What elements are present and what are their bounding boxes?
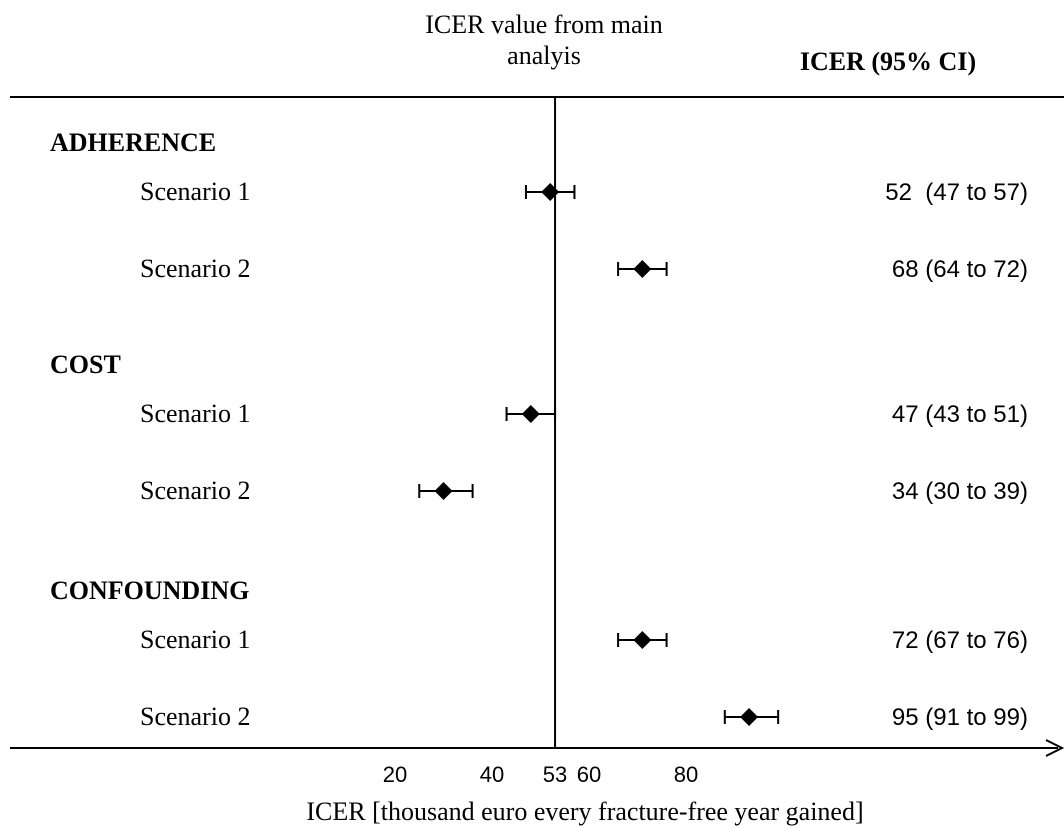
x-tick-label: 20 [383, 762, 407, 787]
scenario-label: Scenario 2 [140, 702, 250, 731]
point-estimate-marker [633, 631, 652, 649]
x-tick-label: 60 [577, 762, 601, 787]
point-estimate-marker [633, 260, 652, 278]
ci-value-text: 52 (47 to 57) [885, 179, 1028, 206]
ci-column-header: ICER (95% CI) [800, 47, 976, 76]
ci-value-text: 72 (67 to 76) [892, 627, 1028, 654]
chart-title-line1: ICER value from main [425, 10, 663, 39]
point-estimate-marker [541, 183, 560, 201]
ci-value-text: 95 (91 to 99) [892, 704, 1028, 731]
group-label: COST [50, 350, 121, 379]
scenario-label: Scenario 2 [140, 476, 250, 505]
x-axis-label: ICER [thousand euro every fracture-free … [306, 797, 863, 826]
scenario-label: Scenario 1 [140, 625, 250, 654]
group-label: CONFOUNDING [50, 576, 249, 605]
scenario-label: Scenario 2 [140, 254, 250, 283]
x-tick-label: 80 [674, 762, 698, 787]
x-tick-label: 40 [480, 762, 504, 787]
ci-value-text: 47 (43 to 51) [892, 401, 1028, 428]
x-tick-label: 53 [543, 762, 567, 787]
point-estimate-marker [740, 708, 759, 726]
point-estimate-marker [434, 482, 453, 500]
point-estimate-marker [521, 405, 540, 423]
ci-value-text: 68 (64 to 72) [892, 256, 1028, 283]
chart-title-line2: analyis [507, 41, 581, 70]
scenario-label: Scenario 1 [140, 177, 250, 206]
ci-value-text: 34 (30 to 39) [892, 478, 1028, 505]
scenario-label: Scenario 1 [140, 399, 250, 428]
group-label: ADHERENCE [50, 128, 216, 157]
x-axis-arrow-icon [1045, 739, 1064, 757]
